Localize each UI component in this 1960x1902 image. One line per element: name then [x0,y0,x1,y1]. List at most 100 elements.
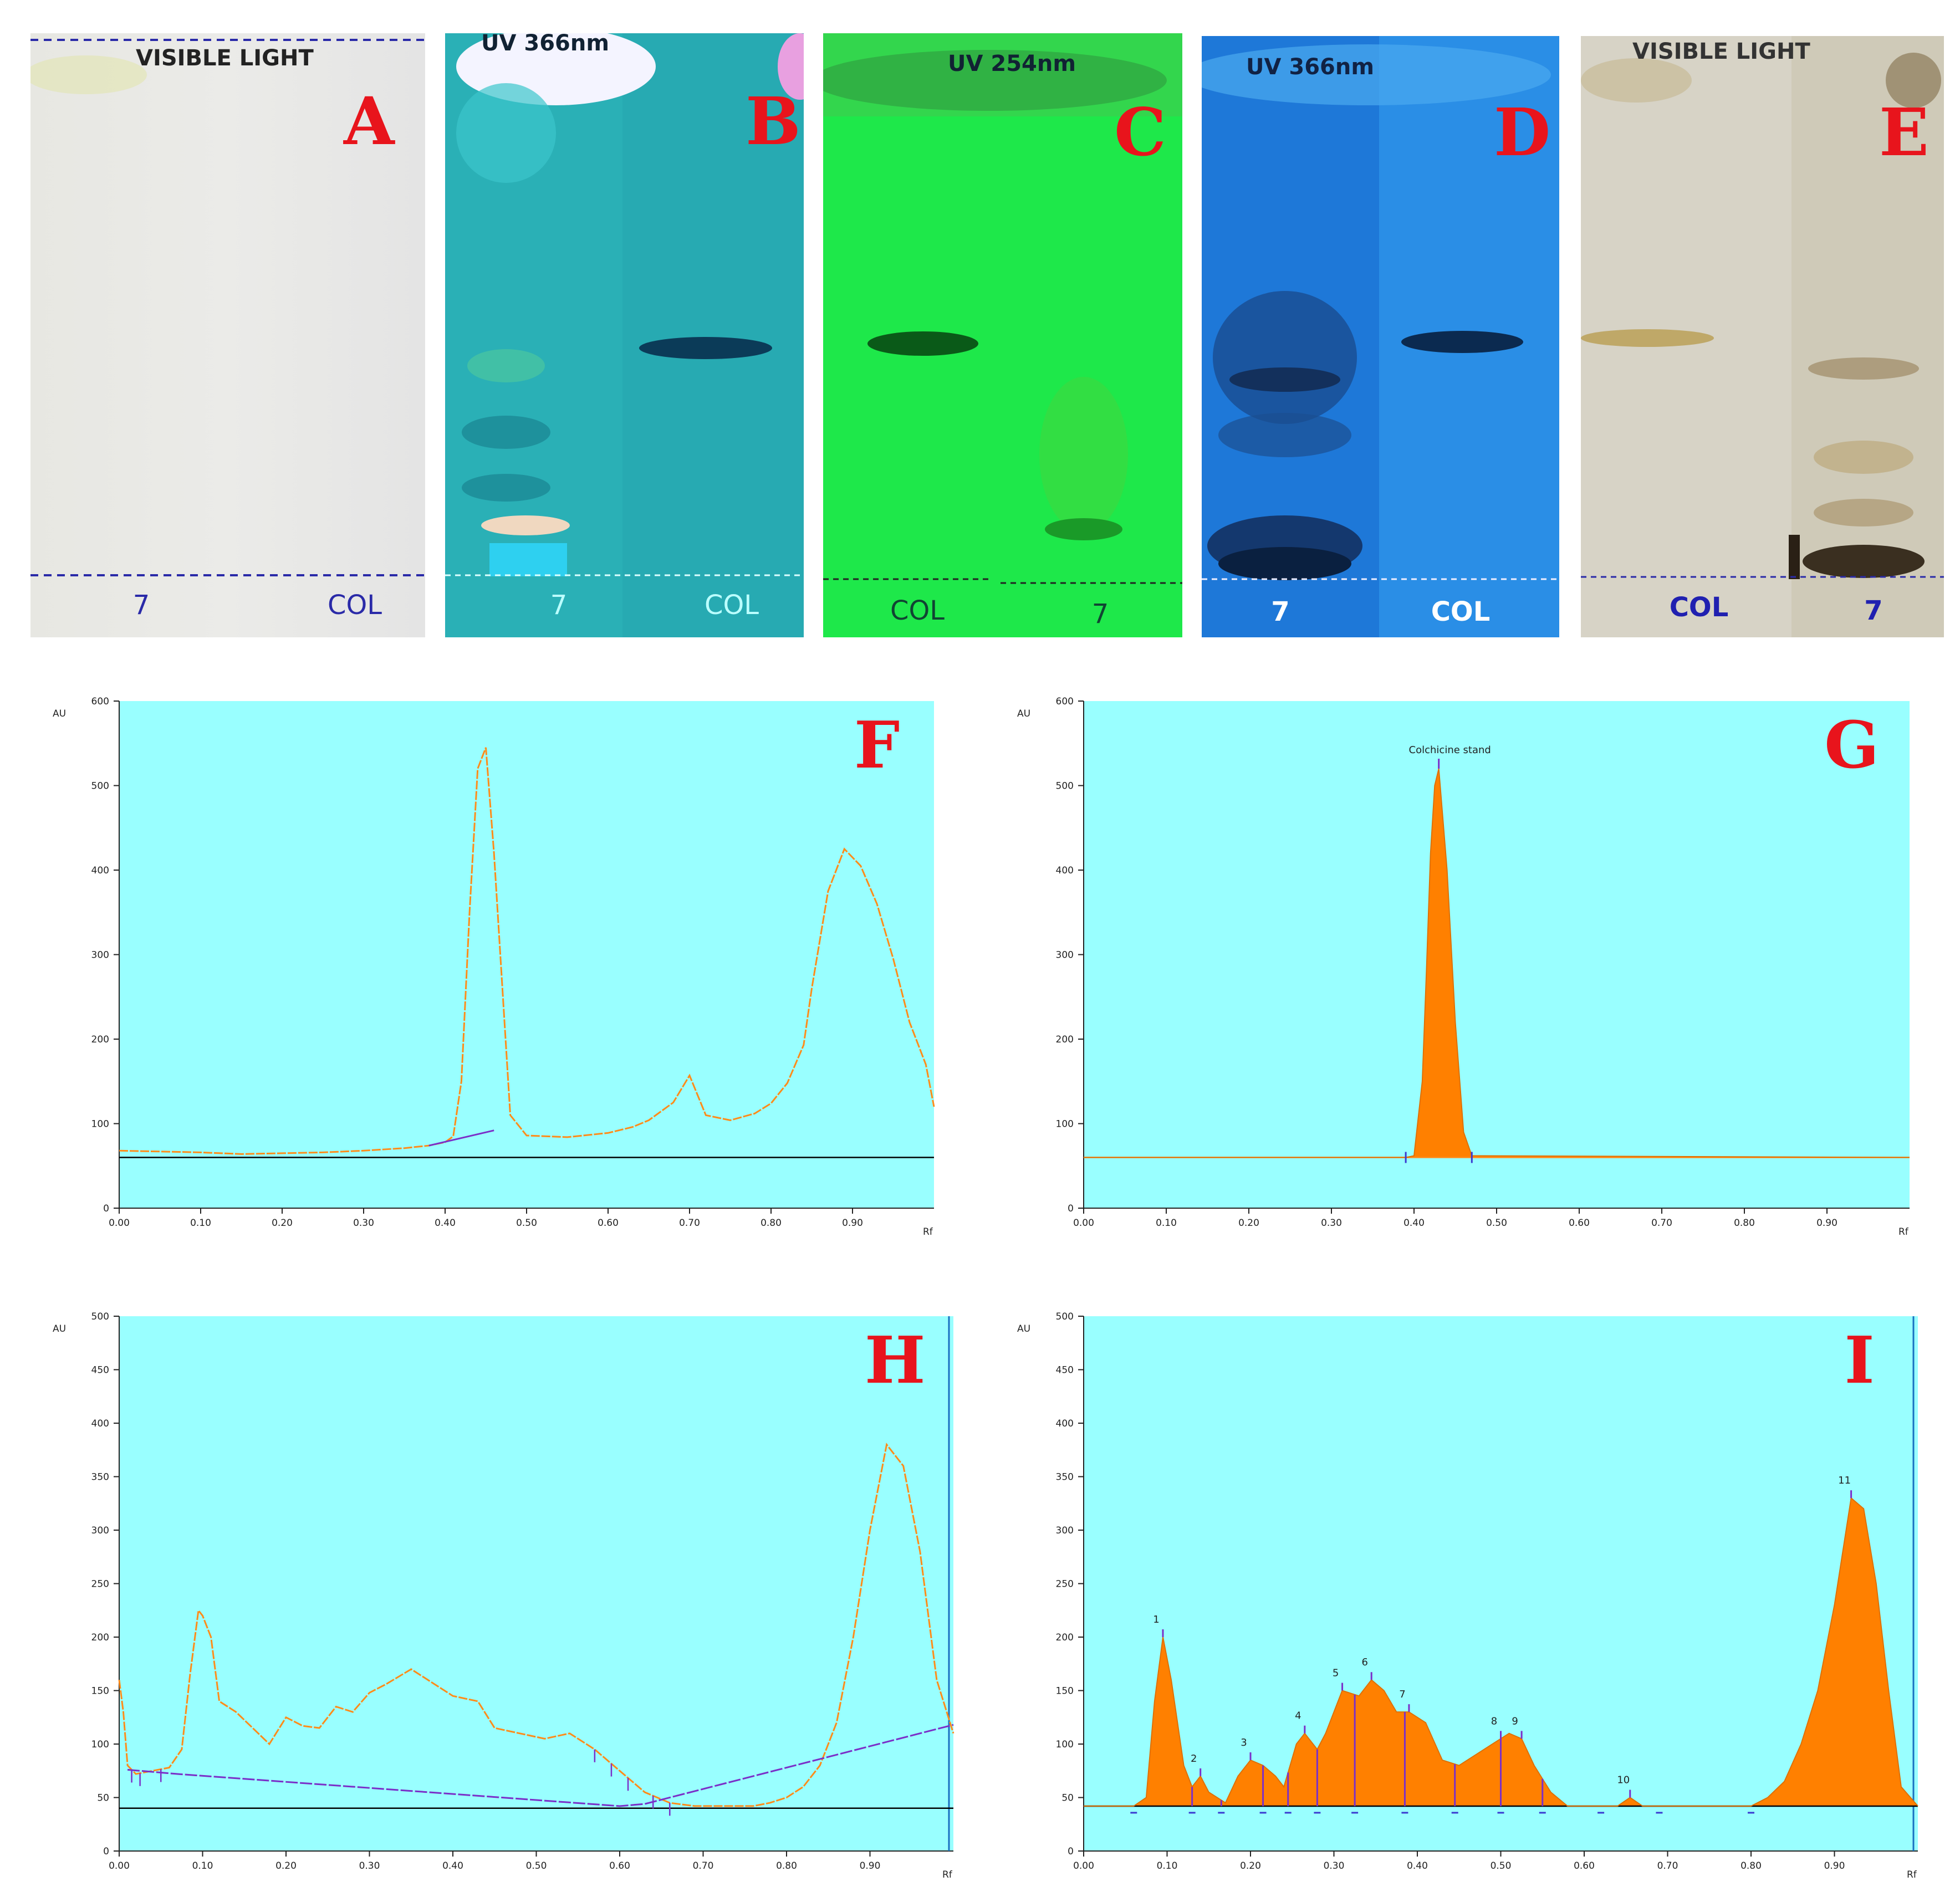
y-tick-label: 300 [91,950,109,961]
plate-d-lane-1: 7 [1271,596,1290,627]
x-tick-label: 0.40 [1403,1218,1425,1229]
peak-number-label: 10 [1617,1775,1630,1786]
x-tick-label: 0.90 [842,1218,863,1229]
y-tick-label: 500 [1056,1311,1074,1322]
y-tick-label: 450 [91,1365,109,1376]
peak-number-label: 4 [1295,1710,1301,1722]
x-tick-label: 0.40 [1407,1860,1428,1872]
y-tick-label: 100 [91,1119,109,1130]
y-tick-label: 350 [1056,1472,1074,1483]
y-tick-label: 400 [91,1418,109,1429]
x-tick-label: 0.00 [1073,1218,1094,1229]
tlc-plate-c [823,33,1182,637]
x-tick-label: 0.10 [1157,1860,1178,1872]
peak-number-label: 9 [1512,1715,1518,1727]
densitogram-curve [1084,768,1910,1158]
y-axis-label: AU [1017,1323,1030,1335]
plate-a-header: VISIBLE LIGHT [136,45,314,71]
peak-number-label: 11 [1838,1475,1851,1486]
plate-c-lane-2: 7 [1091,599,1109,630]
x-tick-label: 0.20 [1240,1860,1261,1872]
plate-d-letter: D [1494,94,1551,171]
x-tick-label: 0.20 [272,1218,293,1229]
x-tick-label: 0.90 [860,1860,881,1872]
x-tick-label: 0.00 [1073,1860,1094,1872]
x-tick-label: 0.50 [1491,1860,1512,1872]
y-tick-label: 450 [1056,1365,1074,1376]
x-tick-label: 0.00 [109,1860,130,1872]
plate-e-lane-2: 7 [1864,595,1883,626]
panel-letter: I [1845,1323,1875,1398]
y-tick-label: 250 [1056,1579,1074,1590]
peak-number-label: 3 [1241,1737,1247,1748]
x-tick-label: 0.90 [1824,1860,1845,1872]
plate-b-lane-1: 7 [550,590,568,621]
x-tick-label: 0.20 [1238,1218,1259,1229]
densitogram-curve [119,747,935,1155]
y-tick-label: 500 [1056,781,1074,792]
tlc-plate-d [1202,36,1559,637]
y-tick-label: 50 [1061,1793,1074,1804]
y-tick-label: 0 [1068,1846,1074,1857]
x-axis-label: Rf [923,1226,933,1238]
x-tick-label: 0.70 [1657,1860,1678,1872]
x-axis-label: Rf [942,1869,953,1880]
x-tick-label: 0.10 [190,1218,211,1229]
x-tick-label: 0.10 [1156,1218,1177,1229]
x-tick-label: 0.70 [679,1218,700,1229]
x-tick-label: 0.50 [526,1860,547,1872]
densitogram-h: 0 50 100 150 200 250 300 350 400 450 500 0.00 0.10 0.… [44,1308,955,1884]
y-tick-label: 150 [91,1686,109,1697]
peak-number-label: 2 [1191,1753,1197,1765]
y-tick-label: 0 [103,1203,109,1214]
densitogram-g: 0 100 200 300 400 500 600 0.00 0.10 0.20 0.30 0.40 0… [1009,693,1918,1247]
densitogram-f-svg: 0 100 200 300 400 500 600 0.00 0.10 0.20 0.30 0.40 0… [53,696,935,1238]
y-tick-label: 250 [91,1579,109,1590]
plate-e-header: VISIBLE LIGHT [1632,39,1810,64]
y-tick-label: 100 [1056,1119,1074,1130]
plate-d-header: UV 366nm [1246,54,1375,80]
x-tick-label: 0.30 [353,1218,374,1229]
y-tick-label: 200 [1056,1034,1074,1045]
y-tick-label: 0 [1068,1203,1074,1214]
x-tick-label: 0.70 [693,1860,714,1872]
peak-number-label: 5 [1333,1668,1339,1679]
y-tick-label: 600 [91,696,109,707]
densitogram-i: 0 50 100 150 200 250 300 350 400 450 500 0.00 0.10 0.… [1009,1308,1918,1884]
plate-c-header: UV 254nm [948,51,1076,76]
plot-area [119,701,934,1208]
x-tick-label: 0.40 [435,1218,456,1229]
plate-b-lane-2: COL [704,590,759,621]
y-tick-label: 350 [91,1472,109,1483]
integration-baseline [428,1129,494,1147]
x-tick-label: 0.90 [1816,1218,1838,1229]
plate-d-lane-2: COL [1431,596,1491,627]
x-axis-label: Rf [1898,1226,1909,1238]
densitogram-i-svg: 0 50 100 150 200 250 300 350 400 450 500 0.00 0.10 0.… [1017,1311,1918,1880]
panel-letter: F [854,708,900,783]
x-tick-label: 0.70 [1651,1218,1672,1229]
y-tick-label: 0 [103,1846,109,1857]
plate-b-header: UV 366nm [481,30,610,56]
x-tick-label: 0.80 [1740,1860,1762,1872]
y-tick-label: 300 [1056,1525,1074,1536]
y-axis-label: AU [53,708,66,719]
peak-number-label: 8 [1491,1715,1497,1727]
panel-letter: H [865,1323,926,1398]
densitogram-curve [1084,1497,1918,1807]
densitogram-g-svg: 0 100 200 300 400 500 600 0.00 0.10 0.20 0.30 0.40 0… [1017,696,1910,1238]
y-tick-label: 400 [1056,1418,1074,1429]
panel-letter: G [1824,708,1879,783]
densitogram-h-svg: 0 50 100 150 200 250 300 350 400 450 500 0.00 0.10 0.… [53,1311,955,1880]
y-tick-label: 500 [91,1311,109,1322]
x-tick-label: 0.00 [109,1218,130,1229]
y-tick-label: 600 [1056,696,1074,707]
y-tick-label: 100 [1056,1739,1074,1750]
x-tick-label: 0.60 [1574,1860,1595,1872]
plot-area [1084,701,1910,1208]
x-tick-label: 0.60 [609,1860,630,1872]
x-tick-label: 0.60 [598,1218,619,1229]
plate-c-lane-1: COL [890,595,945,626]
x-tick-label: 0.50 [516,1218,537,1229]
x-tick-label: 0.80 [776,1860,797,1872]
